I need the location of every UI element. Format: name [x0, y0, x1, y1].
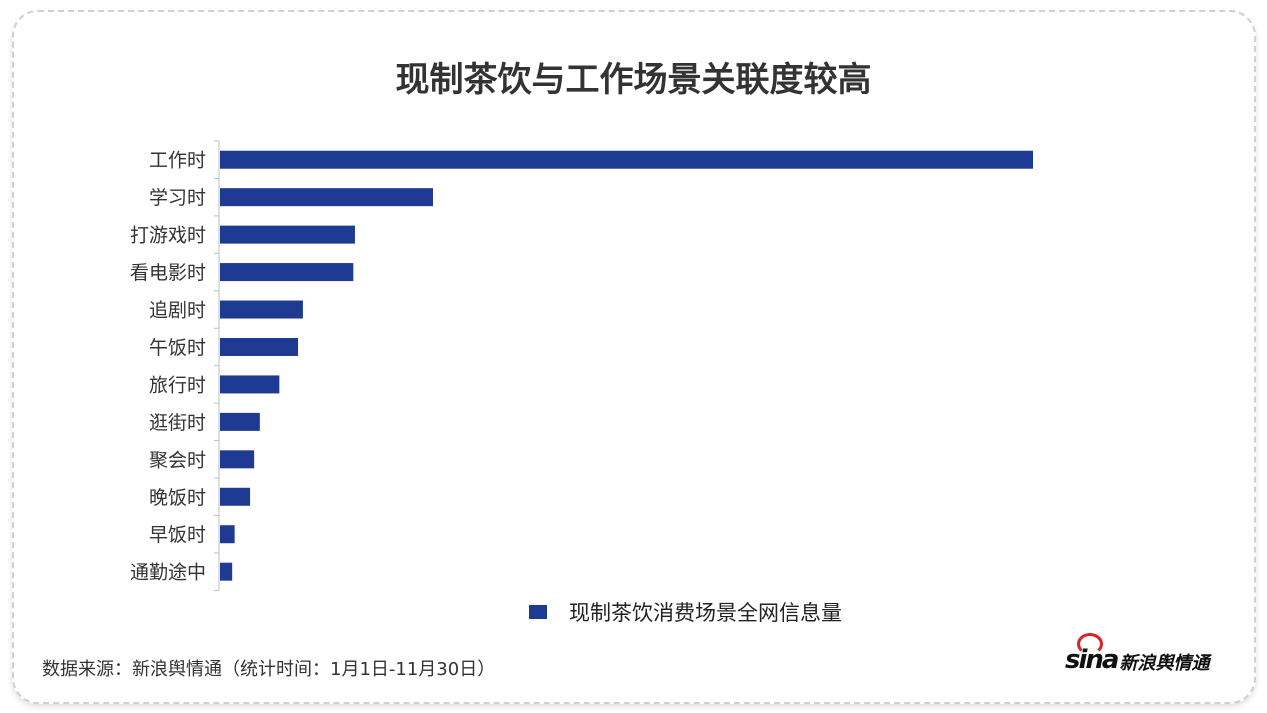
- bar: [220, 450, 255, 469]
- bar: [220, 225, 355, 244]
- y-tick-label: 午饭时: [149, 337, 206, 359]
- bar: [220, 412, 260, 431]
- y-tick-label: 旅行时: [149, 374, 206, 396]
- logo-text: 新浪舆情通: [1119, 653, 1210, 674]
- legend: 现制茶饮消费场景全网信息量: [529, 597, 842, 627]
- data-source: 数据来源：新浪舆情通（统计时间：1月1日-11月30日）: [42, 659, 496, 680]
- bar: [220, 487, 251, 506]
- bar: [220, 188, 434, 207]
- y-tick-label: 学习时: [149, 187, 206, 209]
- bar: [220, 337, 299, 356]
- y-tick-label: 逛街时: [149, 412, 206, 434]
- bar: [220, 263, 354, 282]
- bar: [220, 562, 233, 581]
- y-tick-label: 晚饭时: [149, 487, 206, 509]
- chart-title: 现制茶饮与工作场景关联度较高: [395, 60, 872, 100]
- bar: [220, 300, 303, 319]
- legend-swatch: [529, 605, 547, 619]
- y-tick-label: 早饭时: [149, 524, 206, 546]
- bar: [220, 375, 280, 394]
- y-tick-label: 打游戏时: [130, 225, 206, 247]
- bar: [220, 150, 1033, 169]
- y-tick-label: 通勤途中: [130, 562, 206, 584]
- sina-logo-mark: sina: [1065, 633, 1119, 675]
- y-tick-label: 追剧时: [149, 300, 206, 322]
- y-tick-label: 聚会时: [149, 449, 206, 471]
- y-tick-label: 看电影时: [130, 262, 206, 284]
- bar: [220, 525, 235, 544]
- y-tick-label: 工作时: [149, 150, 206, 172]
- sina-logo: sina 新浪舆情通: [1065, 633, 1210, 675]
- legend-label: 现制茶饮消费场景全网信息量: [569, 601, 842, 625]
